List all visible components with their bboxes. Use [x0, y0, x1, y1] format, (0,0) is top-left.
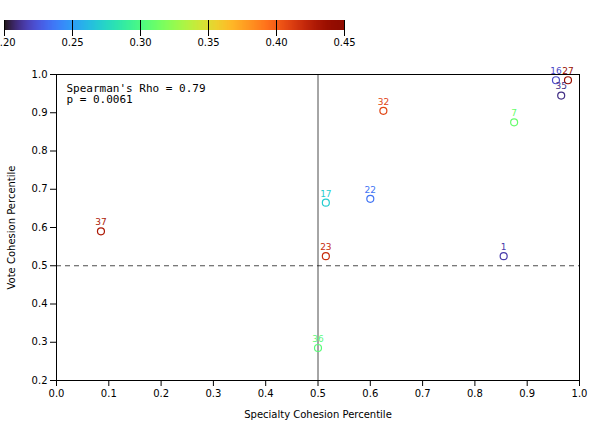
svg-text:23: 23 [320, 242, 331, 252]
svg-text:0.8: 0.8 [32, 145, 48, 156]
svg-text:1.0: 1.0 [572, 388, 588, 399]
svg-text:0.20: 0.20 [0, 37, 16, 48]
svg-text:0.8: 0.8 [467, 388, 483, 399]
svg-text:0.2: 0.2 [153, 388, 169, 399]
svg-text:0.4: 0.4 [32, 298, 48, 309]
svg-text:35: 35 [555, 81, 566, 91]
svg-text:0.1: 0.1 [101, 388, 117, 399]
svg-text:0.40: 0.40 [265, 37, 287, 48]
svg-text:0.5: 0.5 [32, 260, 48, 271]
svg-text:1.0: 1.0 [32, 69, 48, 80]
svg-text:Vote Cohesion Percentile: Vote Cohesion Percentile [6, 166, 17, 290]
svg-text:0.45: 0.45 [333, 37, 355, 48]
svg-text:0.0: 0.0 [49, 388, 65, 399]
svg-text:7: 7 [511, 108, 517, 118]
svg-text:27: 27 [562, 66, 573, 76]
svg-text:22: 22 [365, 185, 376, 195]
svg-text:0.30: 0.30 [129, 37, 151, 48]
svg-text:0.2: 0.2 [32, 375, 48, 386]
svg-text:16: 16 [550, 66, 562, 76]
svg-text:0.3: 0.3 [32, 336, 48, 347]
svg-text:Specialty Cohesion Percentile: Specialty Cohesion Percentile [244, 409, 392, 420]
svg-text:0.4: 0.4 [258, 388, 274, 399]
svg-text:17: 17 [320, 189, 331, 199]
svg-text:0.7: 0.7 [32, 183, 48, 194]
svg-text:1: 1 [501, 242, 507, 252]
svg-text:0.9: 0.9 [519, 388, 535, 399]
svg-text:0.5: 0.5 [310, 388, 326, 399]
svg-text:32: 32 [378, 97, 389, 107]
svg-text:36: 36 [312, 334, 324, 344]
svg-text:0.35: 0.35 [197, 37, 219, 48]
svg-text:Spearman's Rho = 0.79p = 0.006: Spearman's Rho = 0.79p = 0.0061 [67, 82, 206, 106]
svg-text:0.25: 0.25 [61, 37, 83, 48]
svg-text:0.7: 0.7 [415, 388, 431, 399]
svg-text:0.6: 0.6 [32, 222, 48, 233]
svg-text:37: 37 [95, 217, 106, 227]
svg-text:0.6: 0.6 [362, 388, 378, 399]
svg-text:0.3: 0.3 [205, 388, 221, 399]
svg-text:0.9: 0.9 [32, 107, 48, 118]
